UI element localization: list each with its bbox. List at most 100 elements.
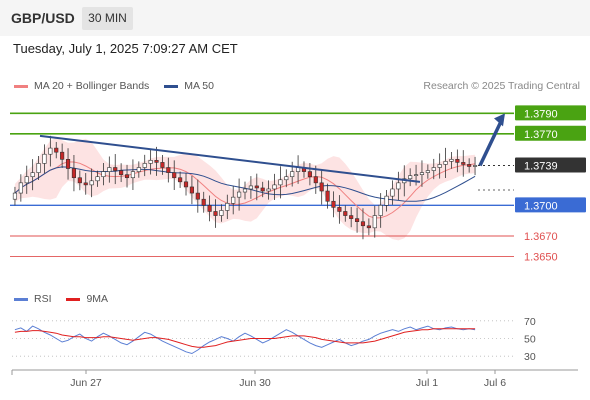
candle [419,160,425,187]
candle [472,156,478,176]
candle [372,205,377,238]
candle-body [172,172,177,179]
candle [449,151,454,169]
candle [396,171,401,201]
level-tag-1.3770 [515,125,586,141]
candle [89,168,94,198]
candle-body [413,174,419,176]
candle-body [431,167,436,171]
candle-body [349,215,354,219]
candle-body [178,177,183,183]
level-label-1.3700: 1.3700 [524,200,558,212]
candle [54,141,59,159]
candle [425,164,430,179]
candle-body [266,188,271,192]
candle-body [183,181,189,188]
candle-body [355,218,360,222]
legend-rsi: RSI [14,293,52,305]
candle [83,173,88,195]
candle-body [225,202,230,211]
candle [266,180,271,200]
candle [142,154,147,177]
rsi-tick-50: 50 [524,334,536,346]
candle [378,193,383,228]
candle [189,175,194,205]
candle-body [443,161,448,165]
candle-body [219,210,224,216]
candle-body [107,167,112,172]
rsi-legend: RSI 9MA [14,293,108,305]
candle-body [71,168,77,179]
candle-body [154,160,159,163]
rsi-tick-70: 70 [524,316,536,328]
legend-9ma: 9MA [66,293,108,305]
candle [443,147,448,178]
candle [113,154,118,185]
candle [36,156,41,180]
candle [455,149,460,173]
candle [166,157,171,183]
candle-body [425,170,430,173]
candle [237,178,242,211]
candle-body [390,188,395,197]
candle-body [207,205,212,212]
candle-body [166,167,171,173]
timeframe-button[interactable]: 30 MIN [82,7,133,30]
candle-body [307,171,312,178]
candle [219,204,224,222]
candle-body [18,182,23,194]
candle-body [148,160,153,164]
candle-body [290,171,295,178]
candle-body [343,211,348,216]
candle-body [384,195,389,206]
candle [355,207,360,233]
candle [384,190,389,212]
candle [325,183,330,209]
candle-body [160,162,165,168]
candle [248,176,253,199]
candle [30,159,35,191]
candle-body [396,182,401,190]
candle [101,163,106,186]
candle-body [142,163,147,168]
candle [437,153,442,179]
candle-body [213,211,218,216]
candle [130,159,135,190]
x-label-Jun 27: Jun 27 [70,377,102,389]
candle-body [360,221,366,227]
candle-body [136,167,141,172]
candle [390,180,395,205]
candle [467,158,472,173]
candle [48,135,53,167]
candle-body [254,185,259,189]
legend-ma20-bollinger: MA 20 + Bollinger Bands [14,80,149,92]
candle-body [89,180,94,186]
candle-body [77,177,82,184]
candle-body [408,175,413,180]
candle [154,146,159,176]
rsi-tick-30: 30 [524,351,536,363]
level-label-1.3670: 1.3670 [524,231,558,243]
candle [408,168,413,187]
candle [124,164,130,188]
candle-body [455,159,460,163]
rsi-line [14,325,476,355]
candle [183,173,189,196]
candle [207,195,212,222]
x-label-Jul 6: Jul 6 [484,377,506,389]
candle [65,148,71,180]
candle-body [242,188,248,193]
candle-body [119,170,124,175]
timestamp: Tuesday, July 1, 2025 7:09:27 AM CET [13,41,238,56]
candle-body [337,207,342,212]
level-label-1.3739: 1.3739 [524,160,558,172]
candle-body [201,198,206,206]
candle-body [130,171,135,179]
candle [24,165,29,194]
x-label-Jun 30: Jun 30 [239,377,271,389]
candle [272,173,277,201]
candle-body [472,165,478,167]
candle [178,171,183,188]
level-label-1.3770: 1.3770 [524,129,558,141]
candle [254,173,259,201]
